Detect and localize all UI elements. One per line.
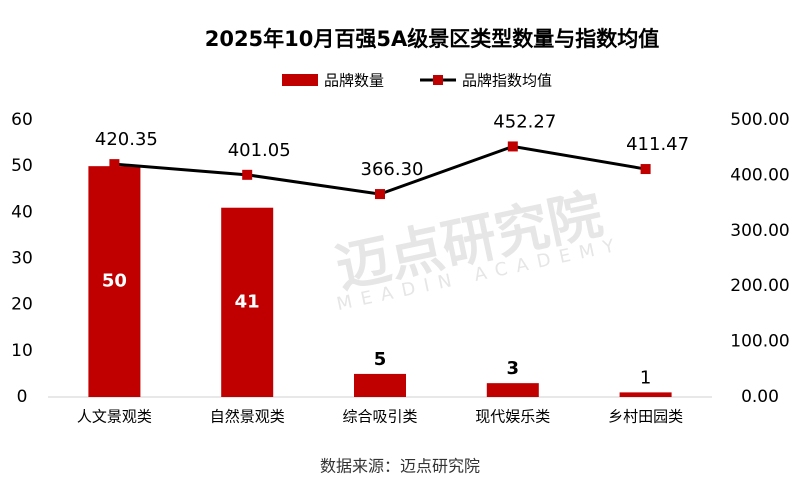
line-marker	[375, 189, 385, 200]
line-value-label: 411.47	[626, 134, 689, 155]
x-tick-label: 人文景观类	[77, 408, 152, 426]
bar	[221, 207, 274, 397]
source-note: 数据来源：迈点研究院	[320, 457, 480, 476]
bar	[354, 373, 406, 397]
line-value-label: 420.35	[95, 129, 158, 150]
line-marker	[507, 141, 518, 152]
bar	[486, 383, 539, 397]
y2-tick-label: 200.00	[730, 276, 789, 296]
y-tick-label: 60	[11, 110, 33, 130]
bar	[619, 392, 672, 397]
line-value-label: 401.05	[228, 140, 291, 161]
legend-label: 品牌指数均值	[462, 72, 552, 90]
bar-value-label: 5	[374, 349, 387, 370]
y2-tick-label: 0.00	[741, 387, 779, 407]
bar-value-label: 1	[640, 367, 651, 388]
y2-tick-label: 400.00	[730, 165, 789, 185]
y-tick-label: 0	[17, 387, 28, 407]
legend-label: 品牌数量	[324, 72, 384, 90]
line-marker	[109, 159, 120, 170]
legend-swatch	[282, 74, 318, 86]
y-tick-label: 50	[11, 156, 33, 176]
x-tick-label: 自然景观类	[210, 408, 285, 426]
bar-value-label: 50	[102, 271, 127, 292]
bar	[88, 166, 141, 397]
line-marker	[242, 169, 253, 180]
y-tick-label: 20	[11, 295, 33, 315]
bar-value-label: 3	[507, 358, 520, 379]
y2-tick-label: 300.00	[730, 221, 789, 241]
bar-value-label: 41	[235, 291, 260, 312]
x-tick-label: 现代娱乐类	[475, 408, 550, 426]
x-tick-label: 综合吸引类	[342, 408, 417, 426]
y-tick-label: 40	[11, 202, 33, 222]
line-value-label: 452.27	[493, 111, 556, 132]
x-tick-label: 乡村田园类	[608, 408, 683, 426]
line-marker	[640, 164, 651, 175]
chart-title: 2025年10月百强5A级景区类型数量与指数均值	[205, 27, 660, 51]
y-tick-label: 30	[11, 249, 33, 269]
line-value-label: 366.30	[361, 159, 424, 180]
y-tick-label: 10	[11, 341, 33, 361]
y2-tick-label: 100.00	[730, 332, 789, 352]
legend-marker	[433, 75, 444, 85]
y2-tick-label: 500.00	[730, 110, 789, 130]
